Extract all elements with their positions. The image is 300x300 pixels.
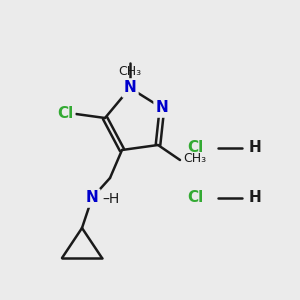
Text: H: H (249, 140, 262, 155)
Text: N: N (85, 190, 98, 206)
Text: N: N (124, 80, 136, 95)
Text: –H: –H (102, 192, 119, 206)
Text: Cl: Cl (187, 190, 203, 206)
Text: H: H (249, 190, 262, 206)
Text: CH₃: CH₃ (183, 152, 206, 166)
Text: Cl: Cl (187, 140, 203, 155)
Text: Cl: Cl (58, 106, 74, 122)
Text: N: N (156, 100, 168, 116)
Text: CH₃: CH₃ (118, 65, 142, 78)
